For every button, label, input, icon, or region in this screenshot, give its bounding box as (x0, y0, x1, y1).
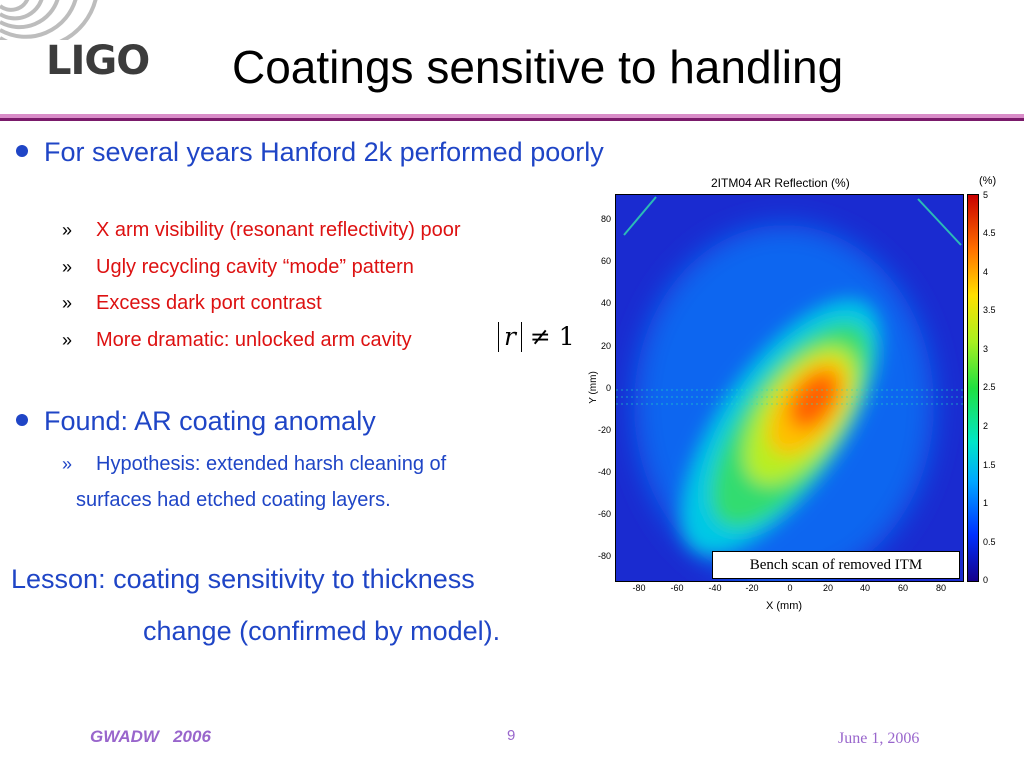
sub-bullet-continuation: surfaces had etched coating layers. (76, 489, 391, 511)
sub-bullet-text: Ugly recycling cavity “mode” pattern (96, 256, 414, 278)
colorbar (967, 194, 979, 582)
colorbar-unit-label: (%) (979, 175, 997, 187)
bullet-dot-icon (16, 145, 28, 157)
footer-conference: GWADW 2006 (90, 727, 211, 746)
x-tick-label: 0 (787, 583, 793, 593)
bullet-text: For several years Hanford 2k performed p… (44, 137, 604, 167)
x-tick-label: -20 (745, 583, 759, 593)
bullet-dot-icon (16, 414, 28, 426)
lesson-line: Lesson: coating sensitivity to thickness (11, 564, 475, 594)
y-tick-label: 60 (600, 256, 611, 266)
equation-r-not-one: r ≠ 1 (498, 322, 575, 352)
sub-bullet-text: X arm visibility (resonant reflectivity)… (96, 219, 461, 241)
y-tick-label: 20 (600, 341, 611, 351)
y-tick-label: 0 (605, 383, 611, 393)
x-tick-label: 80 (935, 583, 946, 593)
x-tick-label: -80 (632, 583, 646, 593)
colorbar-tick-label: 1 (983, 498, 989, 508)
colorbar-tick-label: 3.5 (983, 305, 996, 315)
y-tick-label: -40 (597, 467, 611, 477)
divider-light-stripe (0, 114, 1024, 118)
figure-caption: Bench scan of removed ITM (712, 551, 960, 579)
figure-title: 2ITM04 AR Reflection (%) (711, 176, 850, 190)
x-tick-label: -60 (670, 583, 684, 593)
y-tick-label: 80 (600, 214, 611, 224)
x-tick-label: 60 (897, 583, 908, 593)
y-tick-label: -20 (597, 425, 611, 435)
lesson-line: change (confirmed by model). (143, 616, 501, 646)
sub-bullet: » Excess dark port contrast (62, 292, 322, 315)
slide-title: Coatings sensitive to handling (232, 41, 844, 93)
y-tick-label: -80 (597, 551, 611, 561)
colorbar-tick-label: 0.5 (983, 537, 996, 547)
colorbar-tick-label: 2 (983, 421, 989, 431)
y-tick-label: -60 (597, 509, 611, 519)
reflection-map-figure: 2ITM04 AR Reflection (%) (%) (583, 172, 1012, 616)
sub-bullet: » Hypothesis: extended harsh cleaning of (62, 453, 446, 476)
y-tick-label: 40 (600, 298, 611, 308)
sub-bullet-marker: » (62, 220, 73, 240)
bullet-text: Found: AR coating anomaly (44, 406, 376, 436)
colorbar-tick-label: 1.5 (983, 460, 996, 470)
logo-arcs-decoration (0, 0, 98, 40)
sub-bullet: » Ugly recycling cavity “mode” pattern (62, 256, 414, 279)
sub-bullet-marker: » (62, 257, 73, 277)
divider-dark-stripe (0, 118, 1024, 121)
sub-bullet-text: More dramatic: unlocked arm cavity (96, 329, 412, 351)
heatmap-plot: Bench scan of removed ITM (615, 194, 964, 582)
heatmap-image (616, 195, 963, 581)
sub-bullet: » X arm visibility (resonant reflectivity… (62, 219, 461, 242)
equation-relation: ≠ 1 (529, 322, 575, 351)
bullet-point: For several years Hanford 2k performed p… (16, 137, 604, 168)
footer-date: June 1, 2006 (838, 730, 920, 747)
ligo-logo: LIGO (46, 38, 150, 84)
sub-bullet-marker: » (62, 293, 73, 313)
footer-page-number: 9 (507, 727, 516, 744)
sub-bullet-marker: » (62, 454, 73, 474)
x-axis-label: X (mm) (766, 600, 803, 612)
title-divider (0, 114, 1024, 122)
sub-bullet-text: Excess dark port contrast (96, 292, 322, 314)
x-tick-label: 40 (859, 583, 870, 593)
x-tick-label: 20 (822, 583, 833, 593)
sub-bullet-text: Hypothesis: extended harsh cleaning of (96, 453, 447, 475)
colorbar-tick-label: 4 (983, 267, 989, 277)
colorbar-tick-label: 3 (983, 344, 989, 354)
colorbar-tick-label: 2.5 (983, 382, 996, 392)
bullet-point: Found: AR coating anomaly (16, 406, 376, 437)
colorbar-tick-label: 4.5 (983, 228, 996, 238)
sub-bullet: » More dramatic: unlocked arm cavity (62, 329, 412, 352)
x-tick-label: -40 (708, 583, 722, 593)
colorbar-tick-label: 5 (983, 190, 989, 200)
sub-bullet-marker: » (62, 330, 73, 350)
equation-variable: r (498, 322, 522, 352)
colorbar-tick-label: 0 (983, 575, 989, 585)
